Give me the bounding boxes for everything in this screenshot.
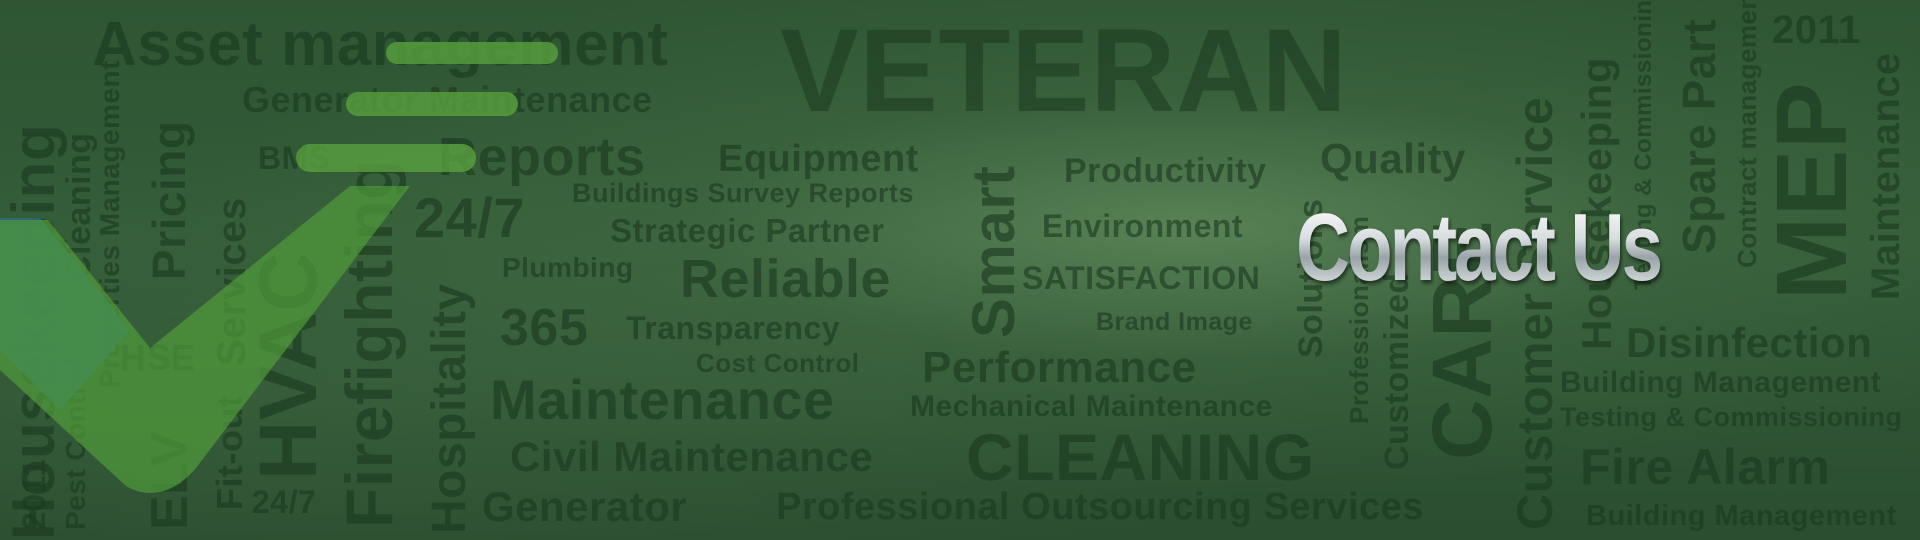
cloud-word: Professional Outsourcing Services [776, 486, 1424, 528]
cloud-word: Strategic Partner [610, 212, 885, 249]
contact-us-heading[interactable]: Contact Us [1296, 194, 1663, 301]
cloud-word: Disinfection [1626, 319, 1873, 366]
cloud-word: Generator [482, 483, 688, 530]
cloud-word: SATISFACTION [1022, 260, 1261, 296]
cloud-word: 24/7 [252, 484, 317, 520]
cloud-word: Equipment [718, 138, 919, 180]
cloud-word: Transparency [626, 310, 841, 346]
cloud-word: 2011 [1772, 8, 1861, 52]
cloud-word: VETERAN [780, 5, 1348, 137]
cloud-word: Maintenance [490, 368, 835, 431]
cloud-word: Spare Part [1673, 18, 1725, 254]
cloud-word: Asset management [92, 10, 669, 79]
cloud-word: CLEANING [966, 420, 1315, 494]
cloud-word: Cost Control [696, 348, 860, 378]
company-logo [0, 42, 558, 493]
cloud-word: 365 [500, 299, 589, 357]
cloud-word: Fire Alarm [1580, 439, 1831, 495]
cloud-word: Quality [1320, 135, 1466, 182]
cloud-word: Brand Image [1096, 308, 1253, 336]
cloud-word: Testing & Commissioning [1560, 402, 1903, 432]
cloud-word: Performance [922, 343, 1197, 392]
cloud-word: Buildings Survey Reports [572, 178, 915, 208]
cloud-word: Reliable [680, 249, 892, 309]
cloud-word: Customer Service [1507, 96, 1563, 530]
cloud-word: Plumbing [502, 252, 634, 283]
cloud-word: 24/7 [414, 186, 525, 249]
cloud-word: Customized [1378, 272, 1416, 470]
cloud-word: Productivity [1064, 152, 1267, 190]
cloud-word: Civil Maintenance [510, 433, 874, 480]
cloud-word: Building Management [1586, 500, 1897, 532]
cloud-word: Smart [960, 165, 1027, 338]
cloud-word: Environment [1042, 208, 1244, 244]
cloud-word: MEP [1756, 81, 1868, 300]
cloud-word: Building Management [1560, 366, 1882, 399]
cloud-word: Mechanical Maintenance [910, 390, 1273, 423]
cloud-word: Maintenance [1864, 52, 1908, 300]
